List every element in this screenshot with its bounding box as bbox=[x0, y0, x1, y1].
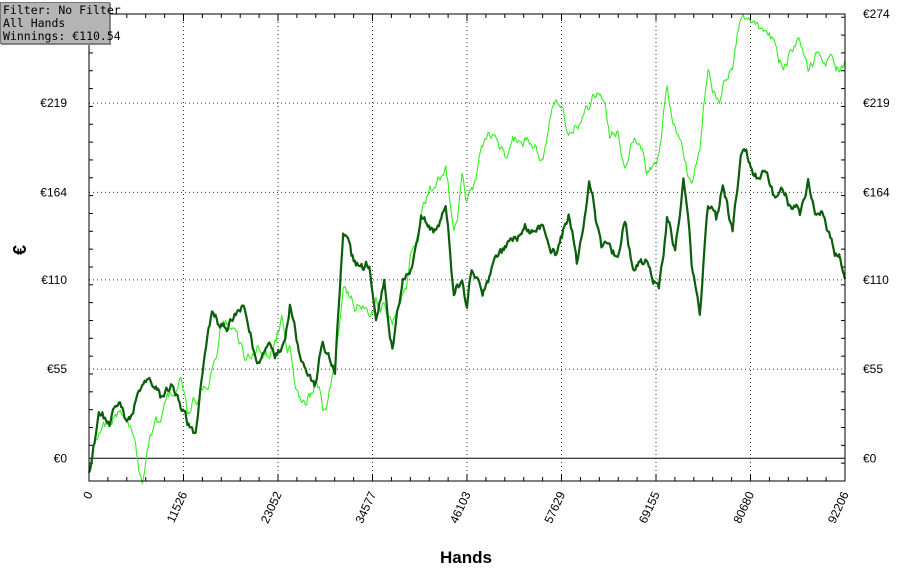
series-dark-line bbox=[87, 148, 847, 473]
y-tick-label-left: €219 bbox=[40, 96, 67, 110]
filter-info-box: Filter: No Filter All Hands Winnings: €1… bbox=[0, 2, 121, 44]
x-tick-label: 34577 bbox=[352, 489, 379, 525]
grid-lines bbox=[89, 13, 845, 481]
x-tick-label: 57629 bbox=[541, 489, 568, 525]
y-tick-label-right: €55 bbox=[863, 362, 883, 376]
x-tick-label: 23052 bbox=[258, 489, 285, 525]
series-group bbox=[87, 14, 847, 485]
y-tick-label-right: €274 bbox=[863, 7, 890, 21]
plot-frame bbox=[88, 13, 846, 482]
y-tick-label-left: €55 bbox=[47, 362, 67, 376]
winnings-label: Winnings: €110.54 bbox=[3, 29, 121, 43]
x-tick-labels: 0 11526 23052 34577 46103 57629 69155 80680 9220… bbox=[80, 489, 852, 525]
y-tick-label-right: €110 bbox=[863, 273, 889, 287]
y-tick-label-right: €0 bbox=[863, 451, 877, 465]
x-tick-label: 46103 bbox=[447, 489, 474, 525]
y-tick-label-left: €164 bbox=[40, 185, 67, 199]
x-tick-label: 0 bbox=[80, 489, 96, 501]
y-tick-labels-right: €0 €55 €110 €164 €219 €274 bbox=[863, 7, 890, 465]
x-tick-label: 69155 bbox=[636, 489, 663, 525]
y-tick-label-right: €219 bbox=[863, 96, 890, 110]
y-tick-label-left: €0 bbox=[54, 451, 68, 465]
hands-filter-label: All Hands bbox=[3, 16, 66, 30]
minor-ticks bbox=[88, 14, 845, 482]
y-tick-label-right: €164 bbox=[863, 185, 890, 199]
x-axis-label: Hands bbox=[440, 548, 492, 567]
y-tick-label-left: €110 bbox=[41, 273, 67, 287]
x-tick-label: 92206 bbox=[825, 489, 852, 525]
y-axis-label: € bbox=[10, 245, 30, 255]
x-tick-label: 11526 bbox=[164, 489, 191, 525]
x-tick-label: 80680 bbox=[730, 489, 757, 525]
filter-label: Filter: No Filter bbox=[3, 3, 121, 17]
y-tick-labels-left: €0€55€110€164€219€274 bbox=[40, 7, 67, 465]
series-light-line bbox=[88, 14, 846, 485]
